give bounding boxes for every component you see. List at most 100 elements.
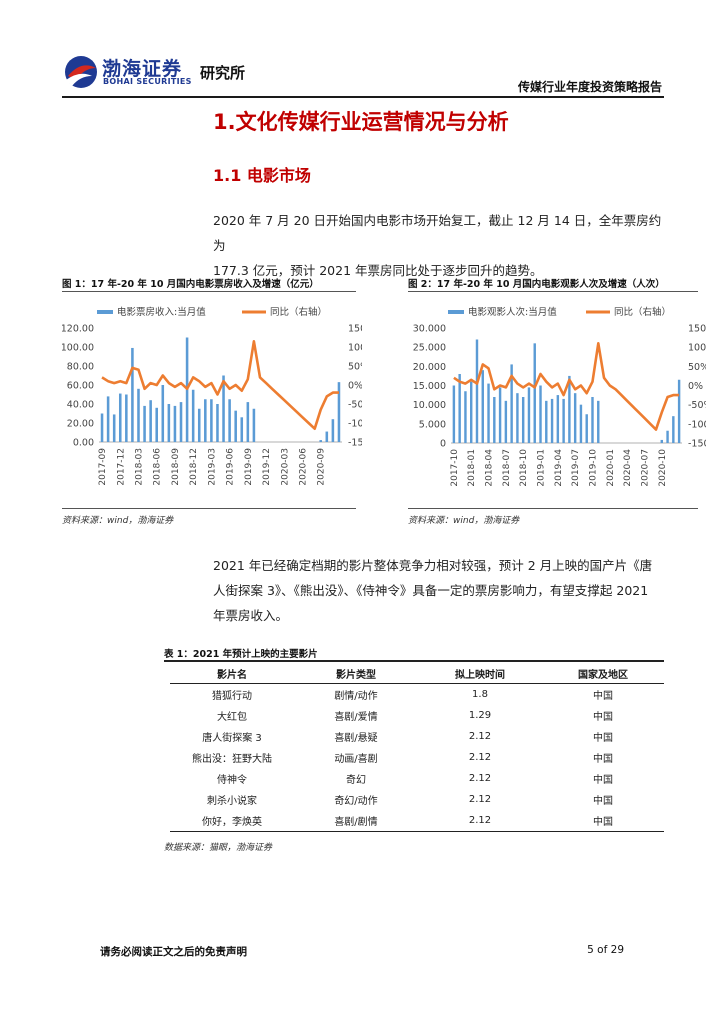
bar-mark	[149, 400, 152, 442]
intro-paragraph: 2020 年 7 月 20 日开始国内电影市场开始复工，截止 12 月 14 日…	[213, 208, 673, 283]
x-tick-label: 2017-09	[98, 448, 108, 486]
bar-mark	[579, 404, 583, 443]
report-title: 传媒行业年度投资策略报告	[517, 80, 662, 94]
bar-mark	[204, 399, 207, 442]
bar-mark	[197, 408, 201, 442]
cell-genre: 奇幻/动作	[334, 796, 378, 807]
bar-mark	[246, 402, 250, 442]
cell-region: 中国	[593, 712, 613, 723]
y-left-tick-label: 10.000	[413, 400, 446, 411]
header-divider	[62, 96, 664, 98]
bar-mark	[167, 404, 171, 442]
bar-mark	[100, 413, 104, 442]
cell-region: 中国	[593, 691, 613, 702]
x-tick-label: 2019-10	[588, 449, 598, 487]
outlook-line-3: 年票房收入。	[213, 608, 289, 623]
bar-mark	[106, 396, 110, 442]
column-header: 拟上映时间	[418, 663, 542, 684]
bar-mark	[487, 383, 490, 443]
bar-mark	[677, 379, 681, 443]
bar-mark	[252, 408, 256, 442]
figure2-title: 图 2：17 年-20 年 10 月国内电影观影人次及增速（人次）	[408, 279, 665, 290]
cell-region: 中国	[593, 775, 613, 786]
y-left-tick-label: 40.00	[67, 400, 94, 411]
bar-mark	[155, 407, 158, 442]
yoy-line-mark	[453, 341, 680, 431]
cell-release-date: 1.29	[468, 710, 492, 721]
bar-mark	[137, 388, 140, 442]
bar-mark	[591, 397, 594, 443]
bar-mark	[161, 385, 165, 442]
page-number: 5 of 29	[587, 944, 624, 956]
y-right-tick-label: -100%	[348, 419, 362, 430]
y-right-tick-label: -100%	[688, 419, 706, 430]
y-left-tick-label: 0.00	[73, 438, 94, 449]
column-header: 国家及地区	[542, 663, 664, 684]
bar-mark	[539, 385, 542, 443]
x-tick-label: 2020-03	[280, 448, 290, 486]
y-right-tick-label: 150%	[348, 324, 362, 335]
y-right-tick-label: 150%	[688, 324, 706, 335]
bar-mark	[493, 397, 496, 443]
intro-line-2: 177.3 亿元，预计 2021 年票房同比处于逐步回升的趋势。	[213, 263, 543, 278]
y-left-tick-label: 80.00	[67, 362, 94, 373]
y-right-tick-label: 0%	[688, 381, 703, 392]
x-tick-label: 2020-06	[299, 448, 309, 486]
figure1-title-rule	[62, 291, 356, 292]
x-tick-label: 2020-01	[606, 449, 616, 487]
y-right-tick-label: -150%	[348, 438, 362, 449]
figure2-bottom-rule	[408, 508, 698, 509]
cell-genre: 奇幻	[346, 775, 366, 786]
x-tick-label: 2017-10	[450, 449, 460, 487]
y-left-tick-label: 100.00	[62, 343, 94, 354]
figure1-title: 图 1：17 年-20 年 10 月国内电影票房收入及增速（亿元）	[62, 279, 319, 290]
x-tick-label: 2019-03	[207, 448, 217, 486]
table-title-rule	[164, 660, 664, 662]
y-left-tick-label: 120.00	[62, 324, 94, 335]
cell-genre: 喜剧/爱情	[334, 712, 378, 723]
intro-line-1: 2020 年 7 月 20 日开始国内电影市场开始复工，截止 12 月 14 日…	[213, 213, 662, 253]
x-tick-label: 2018-09	[171, 448, 181, 486]
legend-line-label: 同比（右轴）	[270, 306, 327, 318]
y-right-tick-label: -50%	[348, 400, 362, 411]
x-tick-label: 2018-01	[467, 449, 477, 487]
legend-bar-label: 电影观影人次:当月值	[468, 306, 557, 318]
bar-mark	[550, 398, 554, 443]
legend-bar-swatch	[97, 310, 113, 314]
table-row: 刺杀小说家 奇幻/动作 2.12 中国	[170, 789, 664, 810]
bar-mark	[234, 410, 237, 442]
bar-mark	[331, 419, 335, 442]
cell-title: 猎狐行动	[212, 691, 252, 702]
bar-mark	[112, 414, 116, 442]
x-tick-label: 2018-06	[153, 448, 163, 486]
yoy-line-mark	[101, 339, 339, 430]
x-tick-label: 2020-09	[317, 448, 327, 486]
bar-mark	[222, 375, 225, 442]
subsection-heading: 1.1 电影市场	[213, 166, 311, 185]
cell-release-date: 1.8	[472, 689, 488, 700]
cell-genre: 喜剧/悬疑	[334, 733, 378, 744]
bar-mark	[573, 393, 577, 443]
bar-mark	[325, 431, 329, 442]
x-tick-label: 2018-10	[519, 449, 529, 487]
bar-mark	[179, 402, 183, 442]
table-row: 侍神令 奇幻 2.12 中国	[170, 768, 664, 789]
x-tick-label: 2020-10	[658, 449, 668, 487]
x-tick-label: 2019-12	[262, 448, 272, 486]
y-right-tick-label: 50%	[348, 362, 362, 373]
bar-mark	[464, 391, 467, 443]
bar-mark	[562, 398, 565, 443]
cell-release-date: 2.12	[468, 752, 492, 763]
table-row: 熊出没：狂野大陆 动画/喜剧 2.12 中国	[170, 747, 664, 768]
table-header-row: 影片名 影片类型 拟上映时间 国家及地区	[170, 663, 664, 684]
cell-genre: 剧情/动作	[334, 691, 378, 702]
figure1-source: 资料来源：wind，渤海证券	[62, 516, 174, 526]
cell-region: 中国	[542, 810, 664, 832]
cell-release-date: 2.12	[468, 731, 492, 742]
figure2-plot-area: 30.000 25.000 20.000 15.000 10.000 5.000 0 150%…	[413, 324, 706, 487]
figure2-chart: 电影观影人次:当月值 同比（右轴） 30.000 25.000 20.000 15.0…	[413, 306, 706, 487]
footer-disclaimer: 请务必阅读正文之后的免责声明	[100, 946, 247, 958]
bar-mark	[173, 405, 177, 442]
bar-mark	[510, 364, 513, 443]
bar-mark	[125, 394, 128, 442]
